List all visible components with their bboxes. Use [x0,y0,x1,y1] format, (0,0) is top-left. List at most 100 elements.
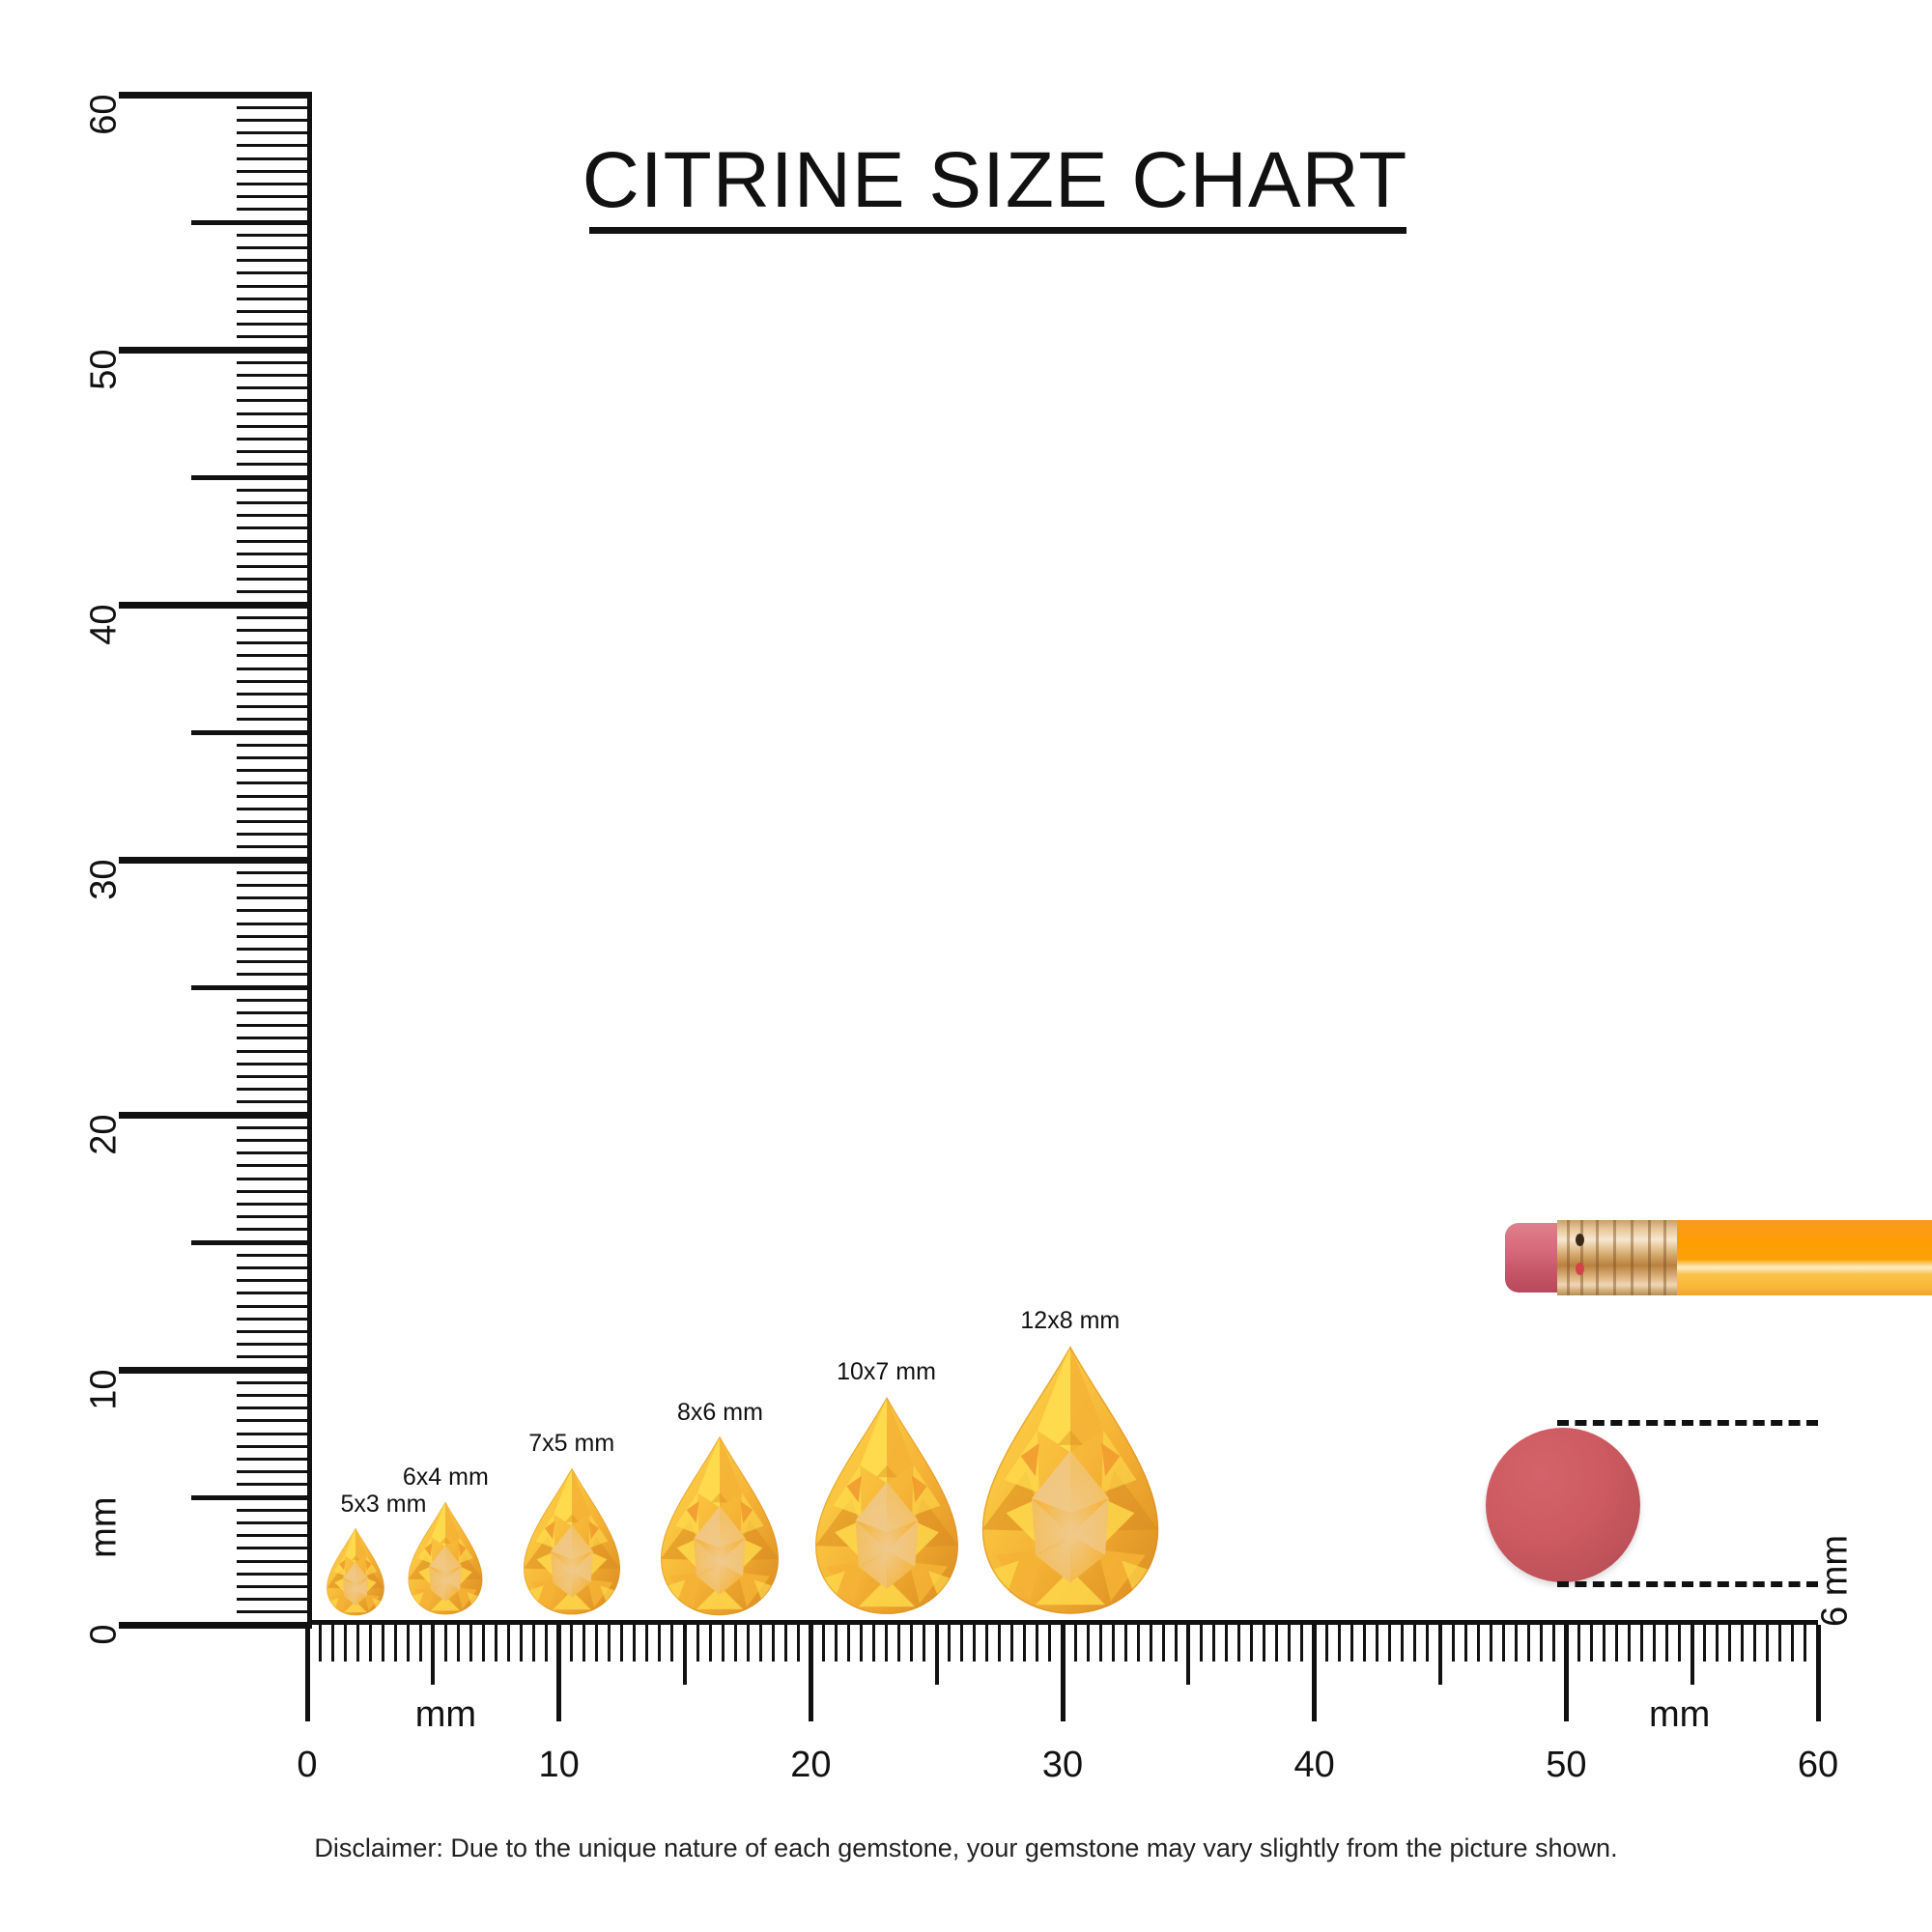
horizontal-ruler-tick [948,1625,952,1662]
vertical-ruler-tick [237,1279,312,1283]
vertical-ruler-tick [237,590,312,594]
vertical-ruler-tick [237,1088,312,1092]
horizontal-ruler-tick [1098,1625,1102,1662]
vertical-ruler-tick [237,1380,312,1384]
vertical-ruler-tick [237,488,312,492]
horizontal-ruler-tick [1288,1625,1292,1662]
horizontal-ruler-tick [973,1625,977,1662]
vertical-ruler-tick [237,131,312,135]
horizontal-ruler-tick [783,1625,787,1662]
vertical-ruler-tick [237,182,312,185]
horizontal-ruler-tick [608,1625,611,1662]
horizontal-ruler-tick [934,1625,939,1685]
horizontal-ruler-tick [1060,1625,1065,1721]
vertical-ruler-tick [237,1228,312,1232]
vertical-ruler-tick [237,679,312,683]
page-title: CITRINE SIZE CHART [582,136,1408,224]
horizontal-ruler-tick [821,1625,825,1662]
vertical-ruler-tick [237,819,312,823]
gemstone-item[interactable]: 6x4 mm [403,1463,489,1620]
horizontal-ruler-tick [520,1625,524,1662]
vertical-ruler-tick [237,1547,312,1550]
horizontal-ruler-tick [859,1625,863,1662]
horizontal-ruler-label: 60 [1797,1745,1839,1785]
horizontal-ruler-tick [1577,1625,1580,1662]
vertical-ruler-tick [237,781,312,785]
horizontal-ruler-tick [1388,1625,1392,1662]
vertical-ruler-tick [237,1355,312,1359]
gemstone-item[interactable]: 10x7 mm [812,1358,961,1620]
vertical-ruler-tick [237,1432,312,1435]
horizontal-ruler-tick [469,1625,472,1662]
horizontal-ruler-tick [1690,1625,1694,1685]
horizontal-ruler-tick [1526,1625,1530,1662]
vertical-ruler-tick [191,219,312,225]
horizontal-ruler-tick [1602,1625,1605,1662]
vertical-ruler-unit-label: mm [83,1496,125,1558]
vertical-ruler-tick [237,259,312,263]
horizontal-ruler-tick [481,1625,485,1662]
vertical-ruler-tick [237,1520,312,1524]
vertical-ruler-tick [237,360,312,364]
gemstone-size-label: 7x5 mm [528,1430,615,1457]
horizontal-ruler-tick [1804,1625,1807,1662]
gemstone-item[interactable]: 5x3 mm [326,1491,426,1620]
horizontal-ruler-tick [1363,1625,1367,1662]
vertical-ruler-tick [237,1343,312,1347]
horizontal-ruler-tick [834,1625,838,1662]
horizontal-ruler-tick [431,1625,436,1685]
vertical-ruler-tick [237,833,312,837]
horizontal-ruler-tick [1628,1625,1631,1662]
horizontal-ruler-tick [658,1625,662,1662]
vertical-ruler-tick [237,1292,312,1295]
dimension-line-bottom [1557,1581,1818,1587]
horizontal-ruler-tick [1678,1625,1682,1662]
vertical-ruler-tick [237,208,312,212]
horizontal-ruler-tick [418,1625,422,1662]
horizontal-ruler-tick [368,1625,372,1662]
horizontal-ruler-tick [1728,1625,1732,1662]
gemstone-item[interactable]: 8x6 mm [659,1399,781,1620]
horizontal-ruler-tick [393,1625,397,1662]
vertical-ruler-tick [237,1010,312,1014]
horizontal-ruler-tick [708,1625,712,1662]
pencil-ferrule [1557,1220,1679,1295]
horizontal-ruler-tick [1514,1625,1518,1662]
horizontal-ruler-tick [1716,1625,1719,1662]
vertical-ruler-tick [191,1494,312,1500]
horizontal-ruler-tick [1741,1625,1745,1662]
vertical-ruler-tick [237,1265,312,1269]
horizontal-ruler-tick [1350,1625,1354,1662]
gemstone-item[interactable]: 12x8 mm [979,1307,1162,1620]
horizontal-ruler-tick [595,1625,599,1662]
horizontal-ruler-tick [696,1625,699,1662]
horizontal-ruler-tick [885,1625,889,1662]
horizontal-ruler-tick [1111,1625,1115,1662]
vertical-ruler-tick [237,1610,312,1614]
horizontal-ruler-tick [733,1625,737,1662]
vertical-ruler-tick [237,373,312,377]
gemstone-pear-cut [523,1467,620,1615]
vertical-ruler-label: 40 [83,604,125,645]
vertical-ruler-tick [237,1457,312,1461]
vertical-ruler-label: 60 [83,94,125,135]
vertical-ruler-tick [237,1125,312,1129]
horizontal-ruler-tick [1653,1625,1657,1662]
vertical-ruler-tick [237,1253,312,1257]
gemstone-pear-cut [326,1527,384,1616]
vertical-ruler-tick [237,1151,312,1155]
gemstone-item[interactable]: 7x5 mm [522,1430,622,1620]
vertical-ruler-tick [237,1304,312,1308]
horizontal-ruler-tick [318,1625,322,1662]
vertical-ruler-tick [119,346,312,354]
vertical-ruler-tick [237,297,312,300]
pencil-reference-object [1505,1220,1932,1295]
vertical-ruler-tick [237,1572,312,1576]
gemstone-size-label: 12x8 mm [1020,1307,1121,1334]
horizontal-ruler-tick [406,1625,410,1662]
vertical-ruler-tick [237,896,312,900]
horizontal-ruler-tick [1338,1625,1342,1662]
vertical-ruler-tick [237,743,312,747]
vertical-ruler-tick [237,424,312,428]
